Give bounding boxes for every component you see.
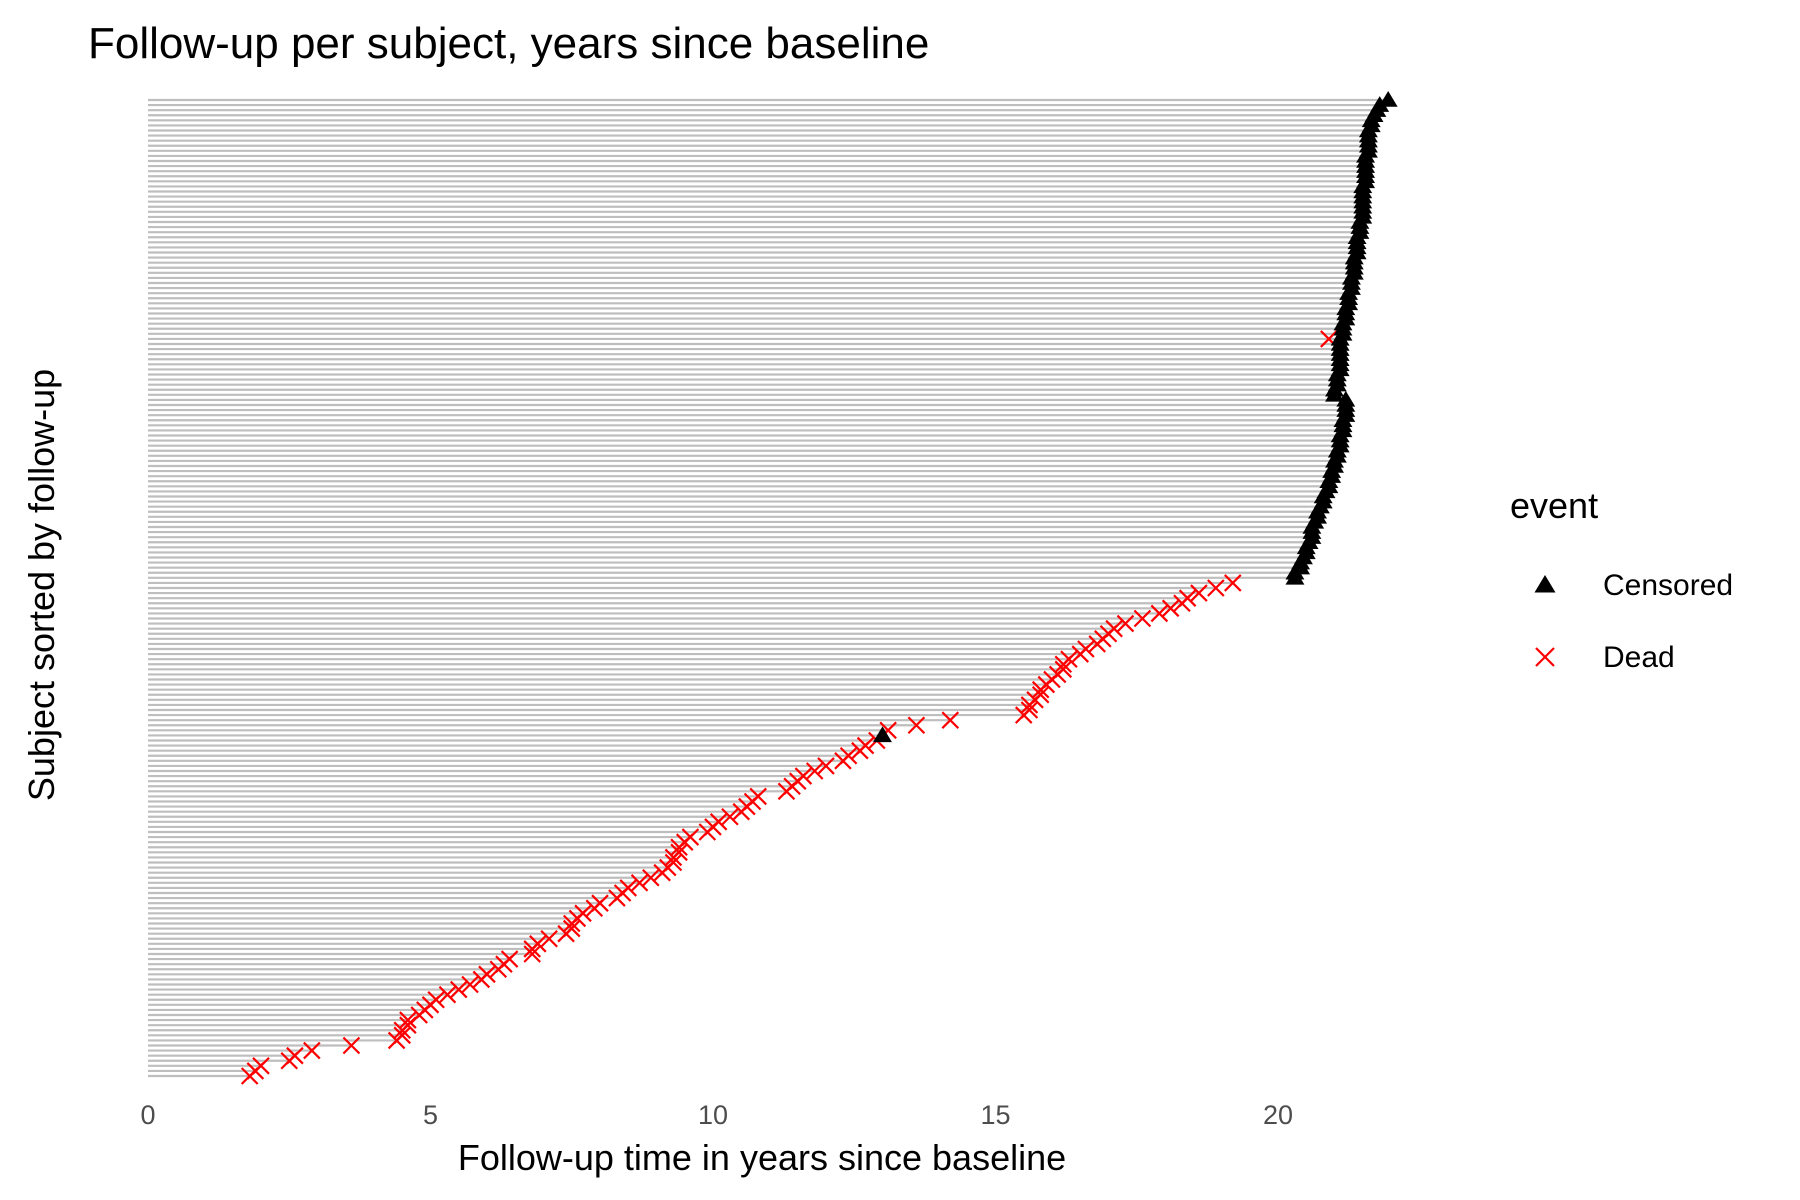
dead-marker <box>794 767 813 785</box>
dead-marker <box>427 990 445 1009</box>
follow-up-segments <box>148 98 1389 1078</box>
dead-marker <box>642 868 660 887</box>
dead-marker <box>1207 579 1225 597</box>
dead-marker <box>1077 640 1095 658</box>
dead-marker <box>1190 584 1208 602</box>
dead-marker <box>529 935 547 953</box>
dead-marker <box>286 1046 304 1065</box>
dead-marker <box>1133 609 1152 628</box>
dead-marker <box>449 980 468 999</box>
dead-marker <box>1224 574 1242 592</box>
dead-marker <box>856 736 875 755</box>
dead-marker <box>591 894 609 912</box>
event-points <box>240 91 1398 1085</box>
dead-marker <box>303 1041 321 1060</box>
dead-marker <box>393 1026 412 1045</box>
dead-marker <box>252 1057 270 1075</box>
dead-marker <box>461 975 479 994</box>
dead-marker <box>540 929 558 948</box>
x-tick-label: 0 <box>140 1100 155 1130</box>
dead-marker <box>478 965 496 984</box>
dead-marker <box>817 757 835 775</box>
chart-title: Follow-up per subject, years since basel… <box>88 19 929 68</box>
x-tick-label: 15 <box>980 1100 1010 1130</box>
dead-marker <box>681 828 700 846</box>
y-axis-title: Subject sorted by follow-up <box>21 369 62 801</box>
dead-marker <box>438 985 457 1004</box>
dead-marker <box>1178 589 1197 607</box>
legend-label: Censored <box>1603 569 1733 602</box>
dead-marker <box>941 711 960 729</box>
dead-marker <box>1020 701 1039 719</box>
dead-marker <box>664 853 683 872</box>
dead-marker <box>562 919 581 938</box>
dead-marker <box>1060 650 1078 668</box>
dead-marker <box>1535 647 1555 667</box>
dead-marker <box>1031 685 1050 704</box>
legend-title: event <box>1510 485 1598 526</box>
censored-marker <box>1534 575 1556 593</box>
legend-entries: Censored Dead <box>1534 569 1733 674</box>
dead-marker <box>1054 660 1073 679</box>
dead-marker <box>1105 619 1123 638</box>
x-axis-title: Follow-up time in years since baseline <box>458 1137 1066 1178</box>
legend-label: Dead <box>1603 641 1675 674</box>
dead-marker <box>749 787 767 806</box>
dead-marker <box>907 716 926 735</box>
dead-marker <box>523 945 541 963</box>
censored-marker <box>1378 91 1398 107</box>
dead-marker <box>805 762 824 780</box>
dead-marker <box>839 746 858 765</box>
dead-marker <box>500 950 519 968</box>
dead-marker <box>342 1036 361 1055</box>
x-tick-label: 20 <box>1263 1100 1293 1130</box>
dead-marker <box>399 1011 417 1029</box>
x-axis-ticks: 0 5 10 15 20 <box>140 1100 1293 1130</box>
dead-marker <box>1161 599 1180 618</box>
x-tick-label: 10 <box>698 1100 728 1130</box>
dead-marker <box>721 807 739 826</box>
dead-marker <box>630 874 649 892</box>
dead-marker <box>1116 614 1135 633</box>
dead-marker <box>619 879 638 897</box>
dead-marker <box>574 904 592 923</box>
censored-marker <box>873 726 892 743</box>
dead-marker <box>670 843 688 862</box>
censored-marker <box>1336 390 1356 407</box>
x-tick-label: 5 <box>423 1100 438 1130</box>
dead-marker <box>1150 604 1169 623</box>
legend: event Censored Dead <box>1510 485 1733 674</box>
dead-marker <box>709 813 728 831</box>
censored-marker <box>1370 96 1390 112</box>
